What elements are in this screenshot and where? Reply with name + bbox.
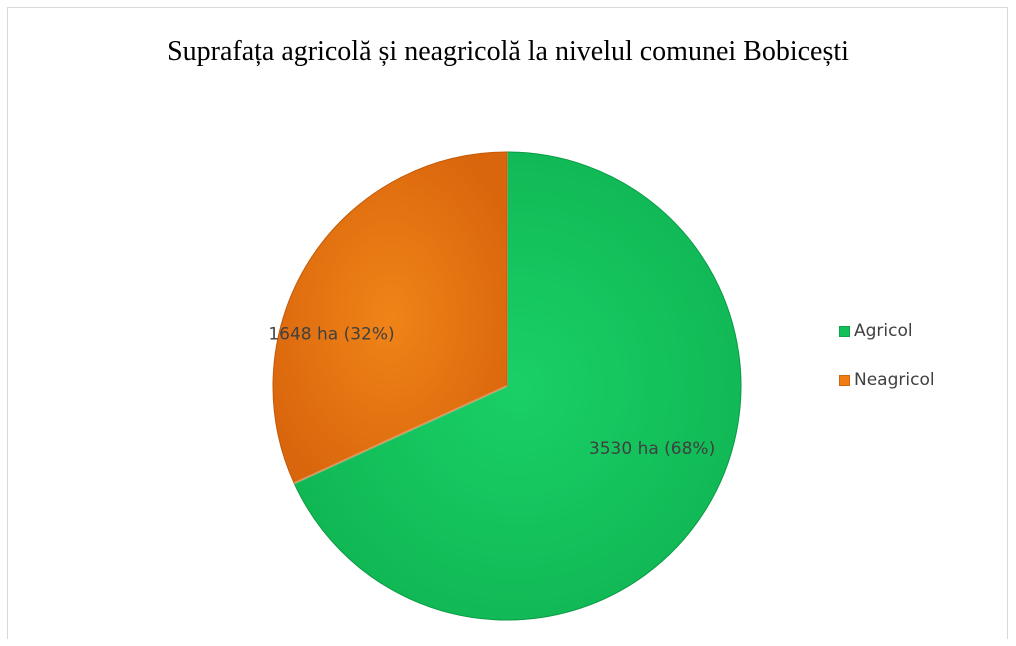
legend: Agricol Neagricol [839, 318, 935, 416]
pie-edge-1 [293, 385, 508, 485]
legend-swatch-neagricol [839, 374, 850, 386]
data-label-neagricol: 1648 ha (32%) [268, 325, 394, 345]
legend-item-agricol[interactable]: Agricol [839, 318, 935, 344]
legend-swatch-agricol [839, 325, 850, 337]
pie-slice-agricol[interactable] [293, 151, 742, 621]
legend-label-agricol: Agricol [854, 321, 913, 341]
chart-title: Suprafața agricolă și neagricolă la nive… [167, 36, 849, 67]
data-label-agricol: 3530 ha (68%) [589, 439, 715, 459]
legend-label-neagricol: Neagricol [854, 370, 935, 390]
legend-item-neagricol[interactable]: Neagricol [839, 367, 935, 393]
pie-slice-neagricol[interactable] [272, 151, 508, 484]
